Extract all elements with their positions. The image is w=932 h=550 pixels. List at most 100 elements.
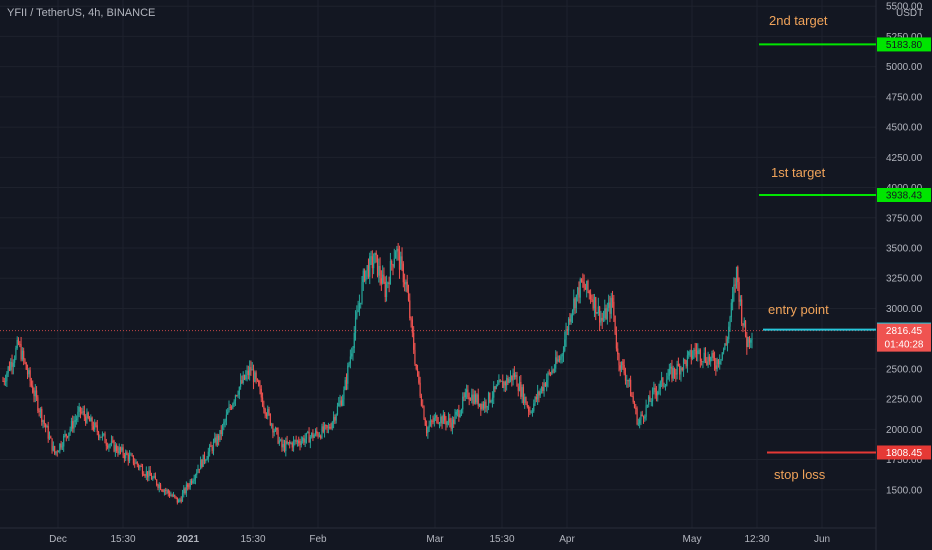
x-tick-label: 15:30 xyxy=(240,534,265,545)
stop-price-label: 1808.45 xyxy=(886,448,923,459)
candle xyxy=(203,454,206,461)
candle xyxy=(715,365,717,370)
candle xyxy=(454,414,456,424)
candle xyxy=(627,380,629,382)
candle xyxy=(689,350,691,353)
candle xyxy=(187,484,189,487)
candle xyxy=(104,433,106,444)
candle xyxy=(409,300,411,319)
candle xyxy=(317,433,319,437)
candle xyxy=(258,380,260,386)
candle xyxy=(285,441,287,451)
candle xyxy=(608,302,610,308)
candle xyxy=(681,367,683,371)
candle xyxy=(330,428,332,429)
candle xyxy=(136,461,138,465)
candle xyxy=(144,475,146,477)
candle xyxy=(121,447,123,451)
candle xyxy=(82,411,84,412)
candle xyxy=(722,349,725,353)
candle xyxy=(6,373,8,382)
candle xyxy=(414,349,416,365)
candle xyxy=(14,358,16,363)
candle xyxy=(304,438,306,443)
x-tick-label: Feb xyxy=(309,534,327,545)
candle xyxy=(713,357,716,366)
candle xyxy=(174,494,176,497)
candle xyxy=(88,418,91,422)
candle xyxy=(657,391,659,396)
candle xyxy=(691,355,694,359)
candle xyxy=(670,366,672,369)
candle xyxy=(387,282,389,285)
candle xyxy=(561,354,563,357)
candle xyxy=(619,365,621,370)
candle xyxy=(39,408,42,412)
candle xyxy=(716,359,718,370)
candle xyxy=(635,408,637,409)
candle xyxy=(32,385,34,393)
candle xyxy=(277,429,279,444)
candle xyxy=(391,260,393,265)
candle xyxy=(140,466,142,467)
candle xyxy=(300,441,302,446)
candle xyxy=(206,458,208,461)
candle xyxy=(313,435,315,438)
candle xyxy=(159,484,162,490)
candle xyxy=(582,281,584,283)
candle xyxy=(419,382,421,397)
candle xyxy=(60,443,62,448)
candle xyxy=(648,396,650,405)
annotation-entry-point: entry point xyxy=(768,302,829,317)
candle xyxy=(485,401,487,408)
candle xyxy=(724,343,726,350)
candle xyxy=(481,403,483,410)
x-tick-label: 15:30 xyxy=(110,534,135,545)
candle xyxy=(318,435,320,437)
candle xyxy=(404,282,406,285)
candle xyxy=(41,408,43,423)
candle xyxy=(79,406,82,412)
candle xyxy=(298,440,300,444)
candle xyxy=(78,406,80,412)
candle xyxy=(47,426,49,439)
candle xyxy=(342,399,344,406)
candle xyxy=(449,418,451,423)
candle xyxy=(686,355,689,367)
candle xyxy=(639,419,641,424)
candle xyxy=(116,445,118,452)
candle xyxy=(601,317,603,321)
candle xyxy=(308,431,310,443)
candle xyxy=(685,360,687,367)
candle xyxy=(436,415,438,423)
candle xyxy=(362,270,364,283)
candle xyxy=(202,454,204,467)
candle xyxy=(139,466,141,468)
candle xyxy=(512,373,514,381)
candle xyxy=(750,339,752,343)
candle xyxy=(59,443,61,452)
candle xyxy=(611,297,614,302)
candle xyxy=(699,349,701,362)
candle xyxy=(332,417,335,423)
candle xyxy=(380,278,382,284)
candle xyxy=(511,375,513,381)
candle xyxy=(531,411,534,413)
candle xyxy=(241,380,243,383)
candle xyxy=(56,451,58,453)
candle xyxy=(546,380,548,387)
candle xyxy=(433,417,435,423)
candle xyxy=(269,413,271,425)
candle xyxy=(602,318,605,321)
candle xyxy=(431,420,433,422)
x-tick-label: 15:30 xyxy=(489,534,514,545)
candle xyxy=(74,420,76,422)
candle xyxy=(85,416,87,423)
candle xyxy=(205,460,207,462)
candle xyxy=(654,387,656,393)
candle xyxy=(392,264,394,267)
candle xyxy=(234,395,237,402)
candle xyxy=(575,294,577,309)
candle xyxy=(283,444,286,451)
